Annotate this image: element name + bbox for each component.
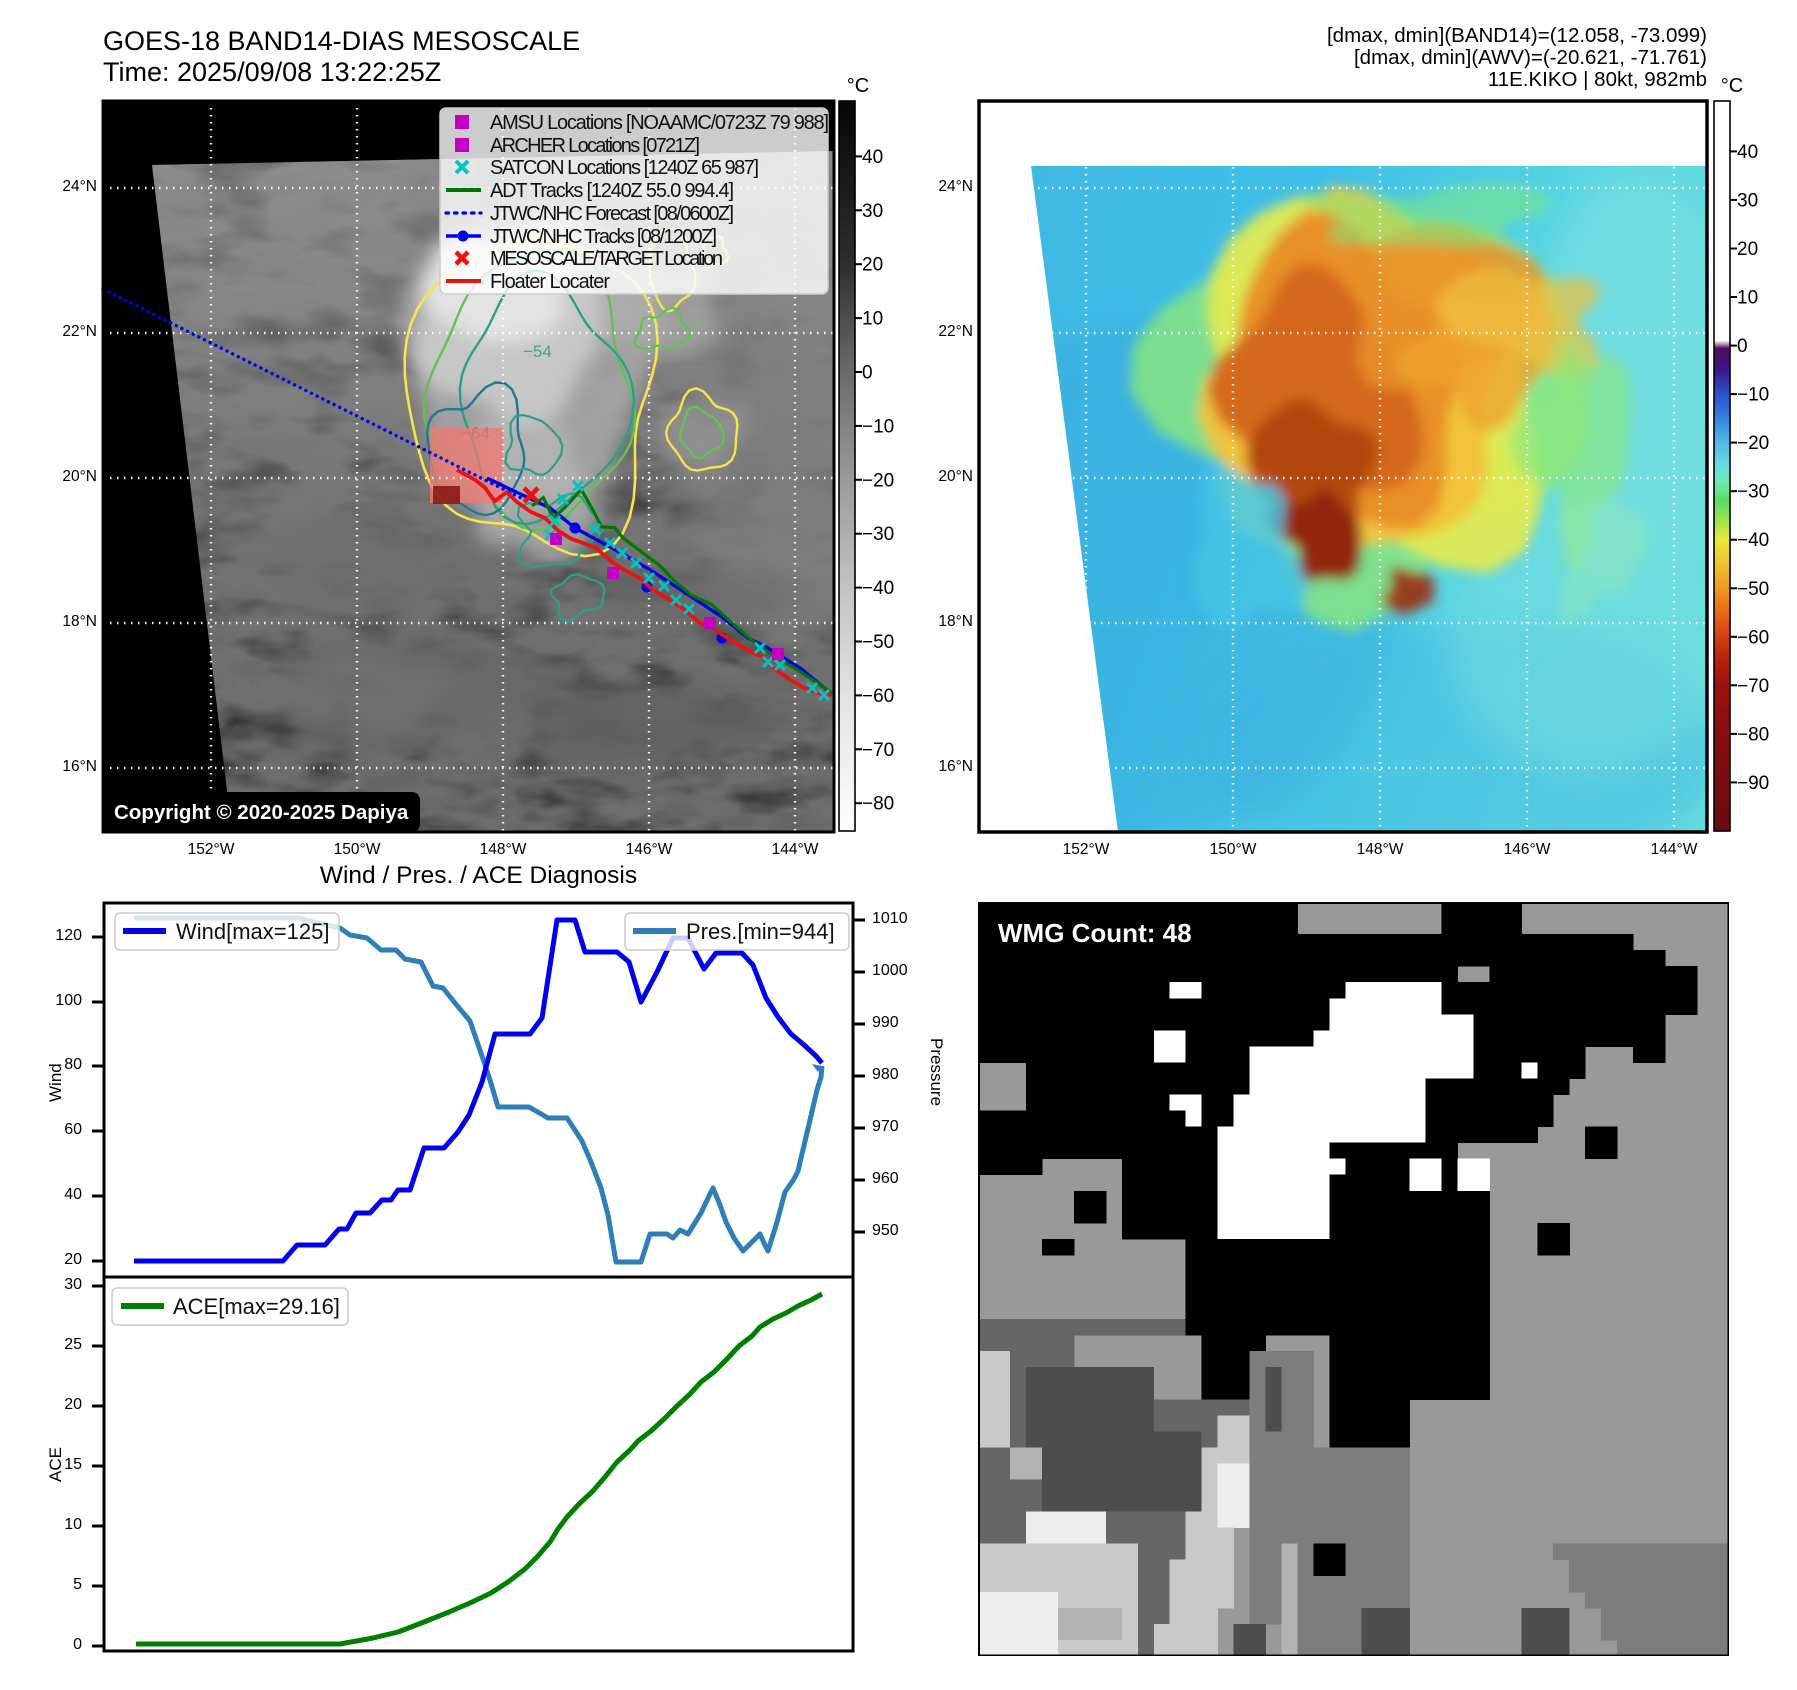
svg-text:−50: −50 bbox=[1737, 579, 1769, 600]
svg-text:40: 40 bbox=[862, 147, 883, 168]
svg-text:−10: −10 bbox=[862, 416, 894, 437]
svg-text:WMG Count: 48: WMG Count: 48 bbox=[998, 918, 1192, 948]
svg-text:−20: −20 bbox=[1737, 433, 1769, 454]
svg-text:20: 20 bbox=[1737, 239, 1758, 260]
svg-text:−70: −70 bbox=[1737, 676, 1769, 697]
svg-text:ACE[max=29.16]: ACE[max=29.16] bbox=[173, 1294, 340, 1319]
svg-text:−20: −20 bbox=[862, 470, 894, 491]
svg-text:Wind[max=125]: Wind[max=125] bbox=[176, 919, 329, 944]
svg-text:JTWC/NHC Tracks [08/1200Z]: JTWC/NHC Tracks [08/1200Z] bbox=[490, 226, 717, 248]
svg-text:AMSU Locations [NOAAMC/0723Z 7: AMSU Locations [NOAAMC/0723Z 79 988] bbox=[490, 112, 829, 134]
svg-text:−40: −40 bbox=[862, 578, 894, 599]
svg-text:ARCHER Locations [0721Z]: ARCHER Locations [0721Z] bbox=[490, 135, 700, 157]
svg-text:−40: −40 bbox=[1737, 530, 1769, 551]
svg-text:−60: −60 bbox=[862, 686, 894, 707]
svg-text:JTWC/NHC Forecast [08/0600Z]: JTWC/NHC Forecast [08/0600Z] bbox=[490, 203, 734, 225]
svg-text:Pres.[min=944]: Pres.[min=944] bbox=[686, 919, 835, 944]
svg-text:−60: −60 bbox=[1737, 627, 1769, 648]
svg-text:−10: −10 bbox=[1737, 385, 1769, 406]
svg-text:MESOSCALE/TARGET Location: MESOSCALE/TARGET Location bbox=[490, 248, 723, 270]
svg-text:−54: −54 bbox=[523, 342, 552, 361]
svg-text:Floater Locater: Floater Locater bbox=[490, 271, 610, 293]
svg-text:40: 40 bbox=[1737, 142, 1758, 163]
svg-text:0: 0 bbox=[1737, 336, 1748, 357]
svg-text:0: 0 bbox=[862, 363, 873, 384]
svg-text:10: 10 bbox=[862, 309, 883, 330]
svg-text:−30: −30 bbox=[862, 524, 894, 545]
svg-text:30: 30 bbox=[1737, 190, 1758, 211]
svg-text:30: 30 bbox=[862, 201, 883, 222]
svg-text:10: 10 bbox=[1737, 288, 1758, 309]
svg-text:−50: −50 bbox=[862, 632, 894, 653]
svg-text:−30: −30 bbox=[1737, 482, 1769, 503]
svg-text:SATCON Locations [1240Z 65 987: SATCON Locations [1240Z 65 987] bbox=[490, 157, 759, 179]
svg-text:−80: −80 bbox=[1737, 724, 1769, 745]
svg-text:ADT Tracks [1240Z 55.0 994.4]: ADT Tracks [1240Z 55.0 994.4] bbox=[490, 180, 734, 202]
svg-text:−90: −90 bbox=[1737, 773, 1769, 794]
svg-text:Copyright © 2020-2025 Dapiya: Copyright © 2020-2025 Dapiya bbox=[114, 801, 409, 824]
svg-text:−70: −70 bbox=[862, 740, 894, 761]
svg-text:−80: −80 bbox=[862, 794, 894, 815]
svg-text:20: 20 bbox=[862, 255, 883, 276]
